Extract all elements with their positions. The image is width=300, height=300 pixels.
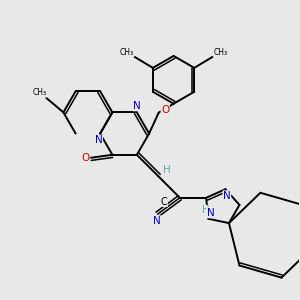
Text: O: O — [161, 105, 170, 115]
Text: O: O — [81, 153, 90, 163]
Text: N: N — [223, 191, 231, 201]
Text: N: N — [95, 135, 103, 145]
Text: N: N — [133, 101, 141, 111]
Text: CH₃: CH₃ — [213, 48, 227, 57]
Text: H: H — [202, 206, 210, 215]
Text: N: N — [153, 216, 161, 226]
Text: CH₃: CH₃ — [33, 88, 47, 97]
Text: N: N — [207, 208, 214, 218]
Text: C: C — [161, 196, 168, 206]
Text: H: H — [163, 165, 171, 175]
Text: CH₃: CH₃ — [120, 48, 134, 57]
